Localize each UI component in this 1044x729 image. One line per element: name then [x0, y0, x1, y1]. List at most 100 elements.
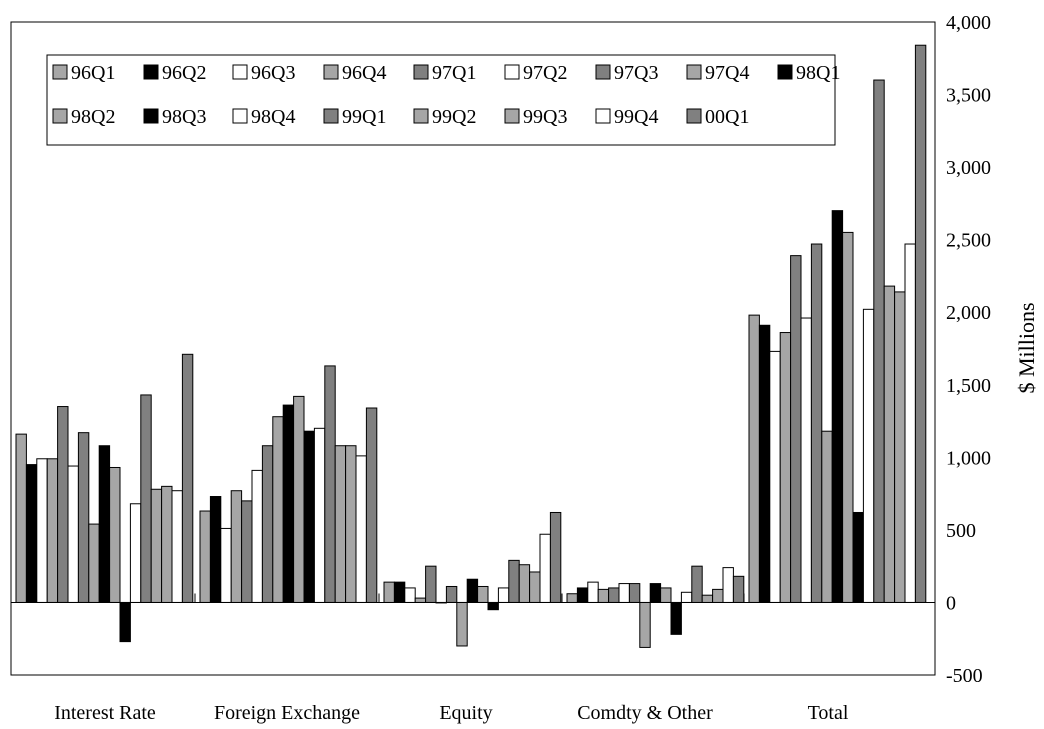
bar-98Q4-total: [862, 308, 875, 603]
bar-99Q3-total: [894, 291, 906, 603]
x-category-label: Foreign Exchange: [214, 702, 360, 724]
bar-98Q1-foreign-exchange: [282, 404, 295, 603]
bar-98Q2-total: [842, 231, 854, 603]
legend-swatch-98Q2: [52, 108, 68, 124]
bar-96Q4-total: [779, 332, 792, 603]
legend-label-98Q3: 98Q3: [162, 106, 206, 128]
bar-98Q1-total: [831, 210, 844, 603]
bar-98Q2-comdty-other: [660, 587, 672, 603]
legend-label-99Q1: 99Q1: [342, 106, 386, 128]
bar-98Q1-comdty-other: [649, 583, 662, 603]
bar-99Q2-interest-rate: [150, 488, 163, 603]
bar-96Q1-equity: [383, 581, 395, 603]
bar-96Q3-equity: [404, 587, 416, 603]
bar-97Q3-total: [810, 243, 823, 603]
legend-swatch-96Q4: [323, 64, 339, 80]
y-tick-label: 4,000: [946, 12, 991, 34]
bar-96Q2-equity: [393, 581, 406, 603]
bar-96Q4-interest-rate: [46, 458, 59, 603]
bar-97Q2-interest-rate: [67, 465, 79, 603]
bar-98Q2-equity: [477, 585, 489, 603]
bar-96Q2-comdty-other: [576, 587, 589, 603]
y-tick-label: 3,000: [946, 157, 991, 179]
bar-00Q1-comdty-other: [732, 575, 745, 603]
legend-label-00Q1: 00Q1: [705, 106, 749, 128]
legend-label-96Q1: 96Q1: [71, 62, 115, 84]
legend-swatch-99Q1: [323, 108, 339, 124]
bar-96Q1-total: [748, 314, 760, 603]
legend-label-96Q2: 96Q2: [162, 62, 206, 84]
bar-99Q2-foreign-exchange: [334, 445, 347, 603]
bar-99Q3-interest-rate: [161, 485, 173, 603]
bar-97Q2-comdty-other: [618, 583, 630, 603]
y-axis-label: $ Millions: [1014, 302, 1039, 393]
legend-swatch-97Q3: [595, 64, 611, 80]
bar-98Q2-foreign-exchange: [293, 395, 305, 603]
bar-99Q4-comdty-other: [722, 567, 734, 603]
bar-99Q1-comdty-other: [691, 565, 703, 603]
bar-98Q4-comdty-other: [680, 591, 693, 603]
bar-99Q1-foreign-exchange: [324, 365, 336, 603]
bar-96Q4-equity: [414, 597, 427, 603]
bar-96Q2-foreign-exchange: [209, 496, 222, 603]
legend-label-97Q1: 97Q1: [432, 62, 476, 84]
bar-99Q3-comdty-other: [712, 588, 724, 603]
bar-00Q1-equity: [549, 511, 562, 603]
y-tick-label: 3,500: [946, 85, 991, 107]
bar-96Q1-comdty-other: [566, 593, 578, 603]
bar-98Q4-interest-rate: [129, 503, 142, 603]
legend-swatch-96Q2: [143, 64, 159, 80]
y-tick-label: 500: [946, 520, 976, 542]
bar-96Q3-interest-rate: [36, 458, 48, 603]
bar-97Q4-comdty-other: [639, 601, 651, 648]
bar-96Q2-interest-rate: [25, 464, 38, 603]
bar-99Q3-equity: [529, 571, 541, 603]
legend-label-97Q2: 97Q2: [523, 62, 567, 84]
legend-swatch-98Q3: [143, 108, 159, 124]
y-tick-label: 1,000: [946, 447, 991, 469]
bar-98Q4-foreign-exchange: [313, 427, 326, 603]
x-category-label: Interest Rate: [54, 702, 156, 724]
bar-98Q1-equity: [466, 578, 479, 603]
bar-97Q3-interest-rate: [77, 432, 90, 603]
bar-97Q4-foreign-exchange: [272, 416, 284, 603]
legend-swatch-96Q1: [52, 64, 68, 80]
legend-box: [46, 54, 836, 146]
bar-99Q4-total: [904, 243, 916, 603]
legend-swatch-96Q3: [232, 64, 248, 80]
legend-swatch-97Q4: [686, 64, 702, 80]
bar-99Q1-interest-rate: [140, 394, 152, 603]
legend-label-99Q2: 99Q2: [432, 106, 476, 128]
legend-swatch-97Q2: [504, 64, 520, 80]
bar-96Q3-total: [769, 350, 781, 603]
bar-99Q4-foreign-exchange: [355, 455, 367, 603]
y-tick-label: 2,500: [946, 230, 991, 252]
y-tick-label: 1,500: [946, 375, 991, 397]
bar-97Q4-total: [821, 430, 833, 603]
legend-label-97Q3: 97Q3: [614, 62, 658, 84]
bar-96Q2-total: [758, 324, 771, 603]
bar-99Q4-equity: [539, 533, 551, 603]
x-category-label: Comdty & Other: [577, 702, 713, 724]
bar-97Q1-equity: [425, 565, 437, 603]
bar-98Q3-foreign-exchange: [303, 430, 315, 603]
y-tick-label: 2,000: [946, 302, 991, 324]
y-tick-label: -500: [946, 665, 983, 687]
bar-97Q2-total: [800, 317, 812, 603]
bar-96Q4-comdty-other: [597, 588, 610, 603]
bar-96Q1-interest-rate: [15, 433, 27, 603]
bar-98Q4-equity: [497, 587, 510, 603]
bar-98Q1-interest-rate: [98, 445, 111, 603]
bar-96Q3-comdty-other: [587, 581, 599, 603]
legend-label-97Q4: 97Q4: [705, 62, 749, 84]
legend-label-99Q4: 99Q4: [614, 106, 658, 128]
bar-98Q3-total: [852, 511, 864, 603]
bar-98Q3-equity: [487, 601, 499, 611]
bar-99Q2-comdty-other: [701, 594, 714, 603]
bar-00Q1-interest-rate: [181, 353, 194, 603]
x-category-label: Equity: [439, 702, 492, 724]
bar-99Q2-total: [883, 285, 896, 603]
bar-99Q2-equity: [518, 564, 531, 603]
